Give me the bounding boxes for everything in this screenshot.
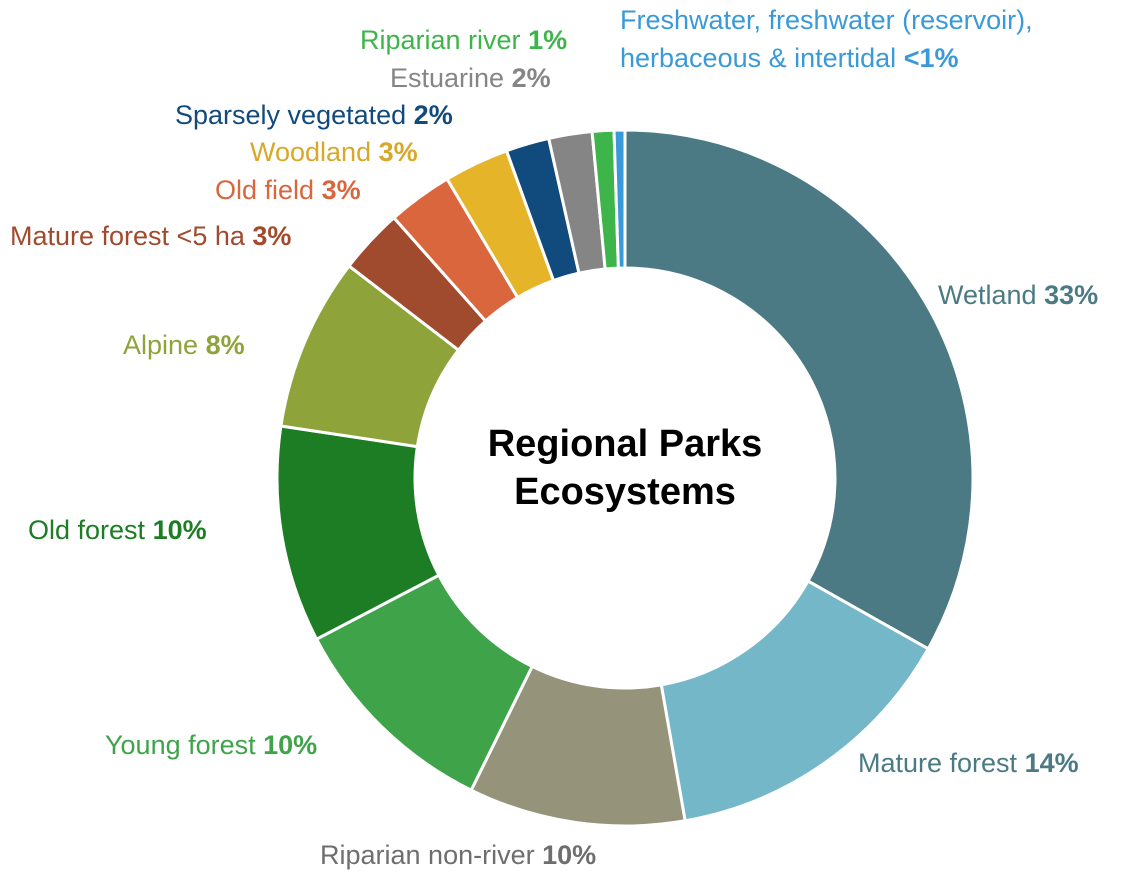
slice-label: Alpine 8%: [123, 326, 245, 364]
donut-slice: [623, 128, 975, 651]
value-label: 10%: [542, 840, 597, 870]
value-label: 10%: [152, 515, 207, 545]
value-label: 1%: [528, 25, 568, 55]
value-label: 3%: [321, 175, 361, 205]
value-label: 2%: [413, 100, 453, 130]
slice-label: Mature forest <5 ha 3%: [10, 217, 291, 255]
category-name: Wetland: [938, 280, 1037, 310]
slice-label: Riparian non-river 10%: [320, 836, 596, 874]
slice-label: Mature forest 14%: [858, 744, 1079, 782]
slice-label: Estuarine 2%: [390, 59, 551, 97]
category-name: Mature forest: [858, 748, 1018, 778]
slice-label: Freshwater, freshwater (reservoir), herb…: [620, 1, 1040, 77]
slice-label: Woodland 3%: [250, 133, 418, 171]
value-label: 33%: [1044, 280, 1099, 310]
slice-label: Young forest 10%: [105, 726, 317, 764]
category-name: Woodland: [250, 137, 372, 167]
value-label: 3%: [378, 137, 418, 167]
category-name: Old field: [215, 175, 315, 205]
slice-label: Wetland 33%: [938, 276, 1098, 314]
value-label: 3%: [252, 221, 292, 251]
chart-title: Regional Parks Ecosystems: [487, 423, 763, 513]
slice-label: Old field 3%: [215, 171, 361, 209]
value-label: 8%: [205, 330, 245, 360]
category-name: Estuarine: [390, 63, 505, 93]
category-name: Alpine: [123, 330, 199, 360]
slice-label: Old forest 10%: [28, 511, 207, 549]
value-label: 14%: [1024, 748, 1079, 778]
slice-label: Riparian river 1%: [360, 21, 567, 59]
category-name: Sparsely vegetated: [175, 100, 407, 130]
value-label: 2%: [511, 63, 551, 93]
category-name: Young forest: [105, 730, 256, 760]
value-label: 10%: [263, 730, 318, 760]
category-name: Freshwater, freshwater (reservoir), herb…: [620, 5, 1033, 73]
category-name: Old forest: [28, 515, 146, 545]
slice-label: Sparsely vegetated 2%: [175, 96, 453, 134]
category-name: Mature forest <5 ha: [10, 221, 245, 251]
category-name: Riparian non-river: [320, 840, 535, 870]
value-label: <1%: [903, 43, 959, 73]
category-name: Riparian river: [360, 25, 521, 55]
donut-slice: [612, 128, 627, 270]
